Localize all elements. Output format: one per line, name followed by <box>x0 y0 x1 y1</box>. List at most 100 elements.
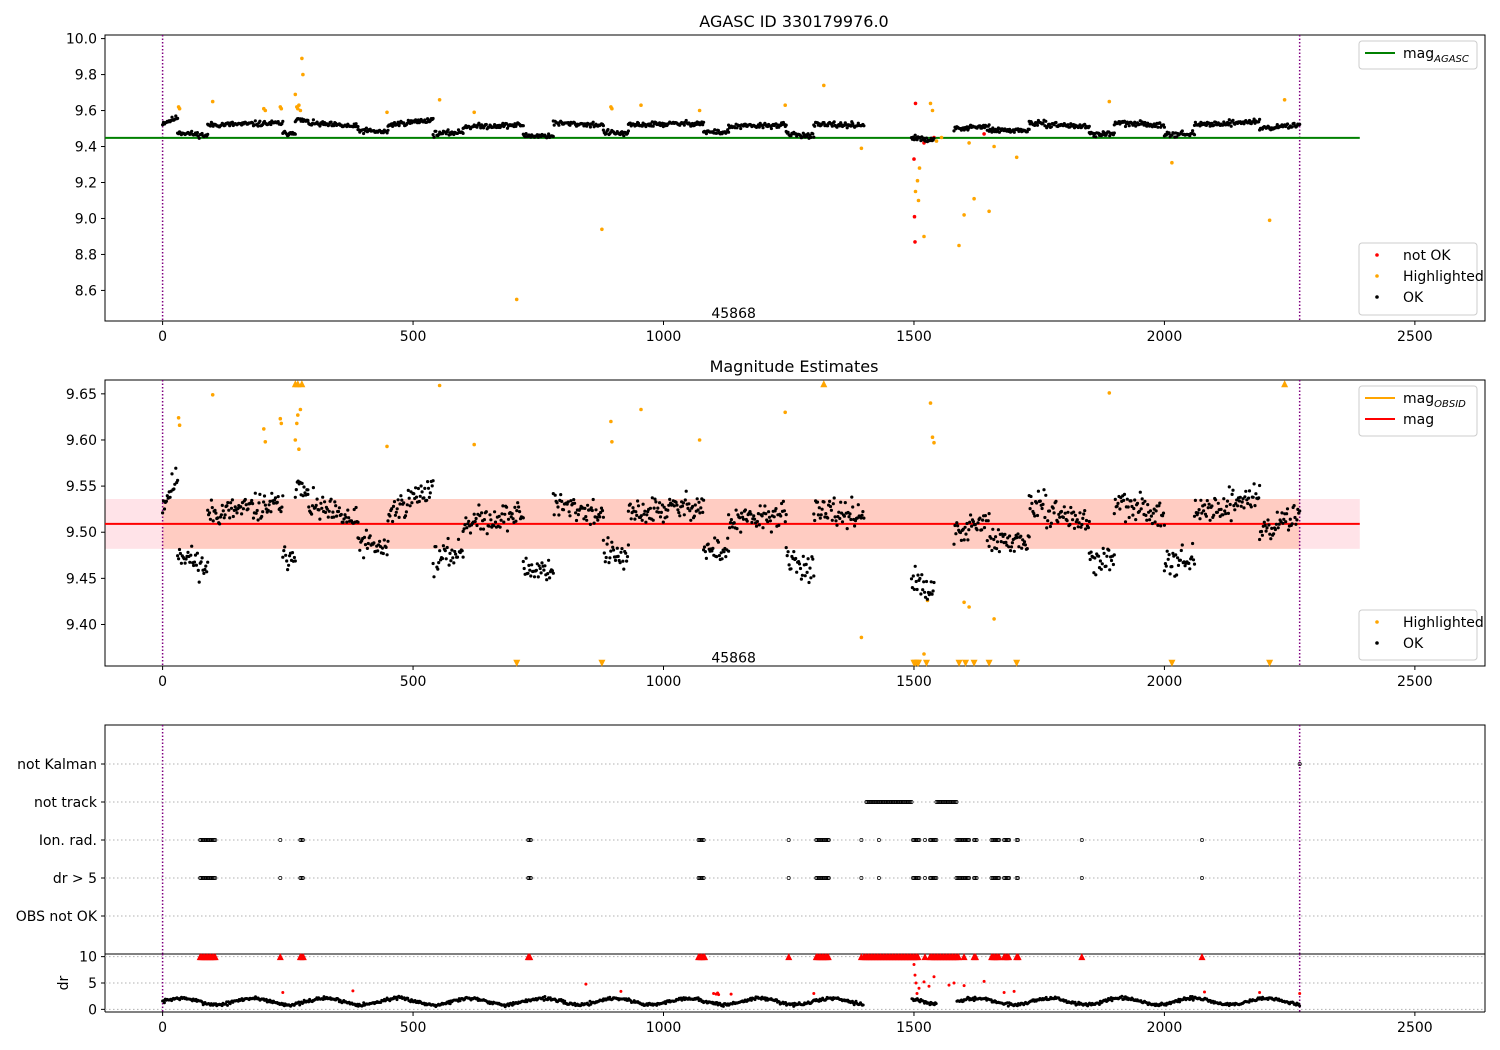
dr-high-point <box>947 983 951 987</box>
ok-point <box>1229 124 1233 128</box>
ok-point <box>200 131 204 136</box>
flag-category-label: Ion. rad. <box>39 833 97 849</box>
ok-point <box>1105 554 1109 558</box>
ok-point <box>335 514 339 518</box>
legend-subscript: AGASC <box>1433 54 1469 65</box>
highlighted-point <box>263 108 268 113</box>
ok-point <box>727 513 731 517</box>
ok-point <box>1030 501 1034 505</box>
ok-point <box>282 549 286 553</box>
ok-point <box>1072 526 1077 531</box>
ok-point <box>200 556 204 560</box>
ok-point <box>720 557 724 561</box>
ok-point <box>1272 532 1276 536</box>
flag-category-label: dr > 5 <box>53 871 97 887</box>
ok-point <box>991 527 995 531</box>
flag-marker <box>889 800 894 804</box>
ok-point <box>924 579 929 584</box>
ok-point <box>1258 537 1262 542</box>
ok-point <box>1025 130 1029 134</box>
highlighted-point <box>939 135 944 140</box>
ok-point <box>1033 123 1037 127</box>
flag-marker <box>879 800 884 804</box>
ok-point <box>1161 511 1166 515</box>
flag-marker <box>949 800 954 804</box>
flag-marker <box>989 838 994 842</box>
highlighted-point <box>967 141 971 145</box>
ok-point <box>932 136 936 140</box>
ok-point <box>848 512 852 516</box>
ok-point <box>226 501 230 505</box>
ok-point <box>983 514 988 518</box>
ok-point <box>1123 124 1128 129</box>
dr-high-point <box>1012 989 1016 993</box>
ok-point <box>727 130 731 134</box>
ok-point <box>1168 572 1172 576</box>
dr-point <box>1120 994 1124 998</box>
ok-point <box>1042 488 1046 492</box>
ok-point <box>918 576 922 581</box>
x-tick-label: 1500 <box>896 1020 932 1036</box>
dr-clipped-marker <box>526 953 534 961</box>
clipped-marker <box>970 659 978 667</box>
ok-point <box>640 518 644 522</box>
ok-point <box>728 526 732 530</box>
ok-point <box>1016 532 1020 536</box>
ok-point <box>1288 517 1292 521</box>
flag-marker <box>873 800 878 804</box>
ok-point <box>1243 495 1247 499</box>
ok-point <box>654 500 658 504</box>
dr-high-point <box>1258 991 1262 994</box>
ok-point <box>478 514 482 518</box>
ok-point <box>172 487 176 491</box>
flag-marker <box>821 876 826 880</box>
ok-point <box>315 497 319 501</box>
flag-marker <box>912 838 917 842</box>
ok-point <box>812 512 816 516</box>
flag-marker <box>952 800 956 804</box>
ok-point <box>1104 564 1108 568</box>
ok-point <box>204 564 208 568</box>
ok-point <box>503 512 507 516</box>
ok-point <box>522 566 526 571</box>
flag-marker <box>199 838 204 842</box>
ok-point <box>842 514 847 518</box>
ok-point <box>1122 498 1126 502</box>
ok-point <box>292 555 296 560</box>
ok-point <box>1048 524 1052 529</box>
highlighted-point <box>385 444 389 449</box>
ok-point <box>301 494 305 498</box>
ok-point <box>1116 501 1120 505</box>
flag-marker <box>701 876 706 880</box>
ok-point <box>1208 518 1212 522</box>
ok-point <box>423 486 427 490</box>
flag-marker <box>1004 876 1009 880</box>
ok-point <box>426 480 430 484</box>
ok-point <box>318 517 322 521</box>
ok-point <box>764 512 768 516</box>
ok-point <box>358 548 362 552</box>
ok-point <box>1246 501 1250 506</box>
ok-point <box>604 131 608 136</box>
ok-point <box>528 568 532 572</box>
ok-point <box>515 509 519 513</box>
ok-point <box>1151 511 1155 515</box>
clipped-marker <box>513 659 521 667</box>
highlighted-point <box>297 447 301 452</box>
ok-point <box>516 501 520 505</box>
ok-point <box>1141 501 1145 505</box>
ok-point <box>1171 551 1175 556</box>
ok-point <box>202 571 206 576</box>
ok-point <box>230 498 234 502</box>
flag-marker <box>823 876 828 880</box>
ok-point <box>1227 485 1231 489</box>
ok-point <box>1165 549 1169 553</box>
ok-point <box>625 555 630 559</box>
ok-point <box>1259 529 1264 534</box>
highlighted-point <box>262 427 266 431</box>
ok-point <box>1198 517 1202 521</box>
ok-point <box>378 539 382 544</box>
flag-marker <box>205 876 210 880</box>
ok-point <box>1063 511 1067 515</box>
flag-marker <box>953 800 958 804</box>
